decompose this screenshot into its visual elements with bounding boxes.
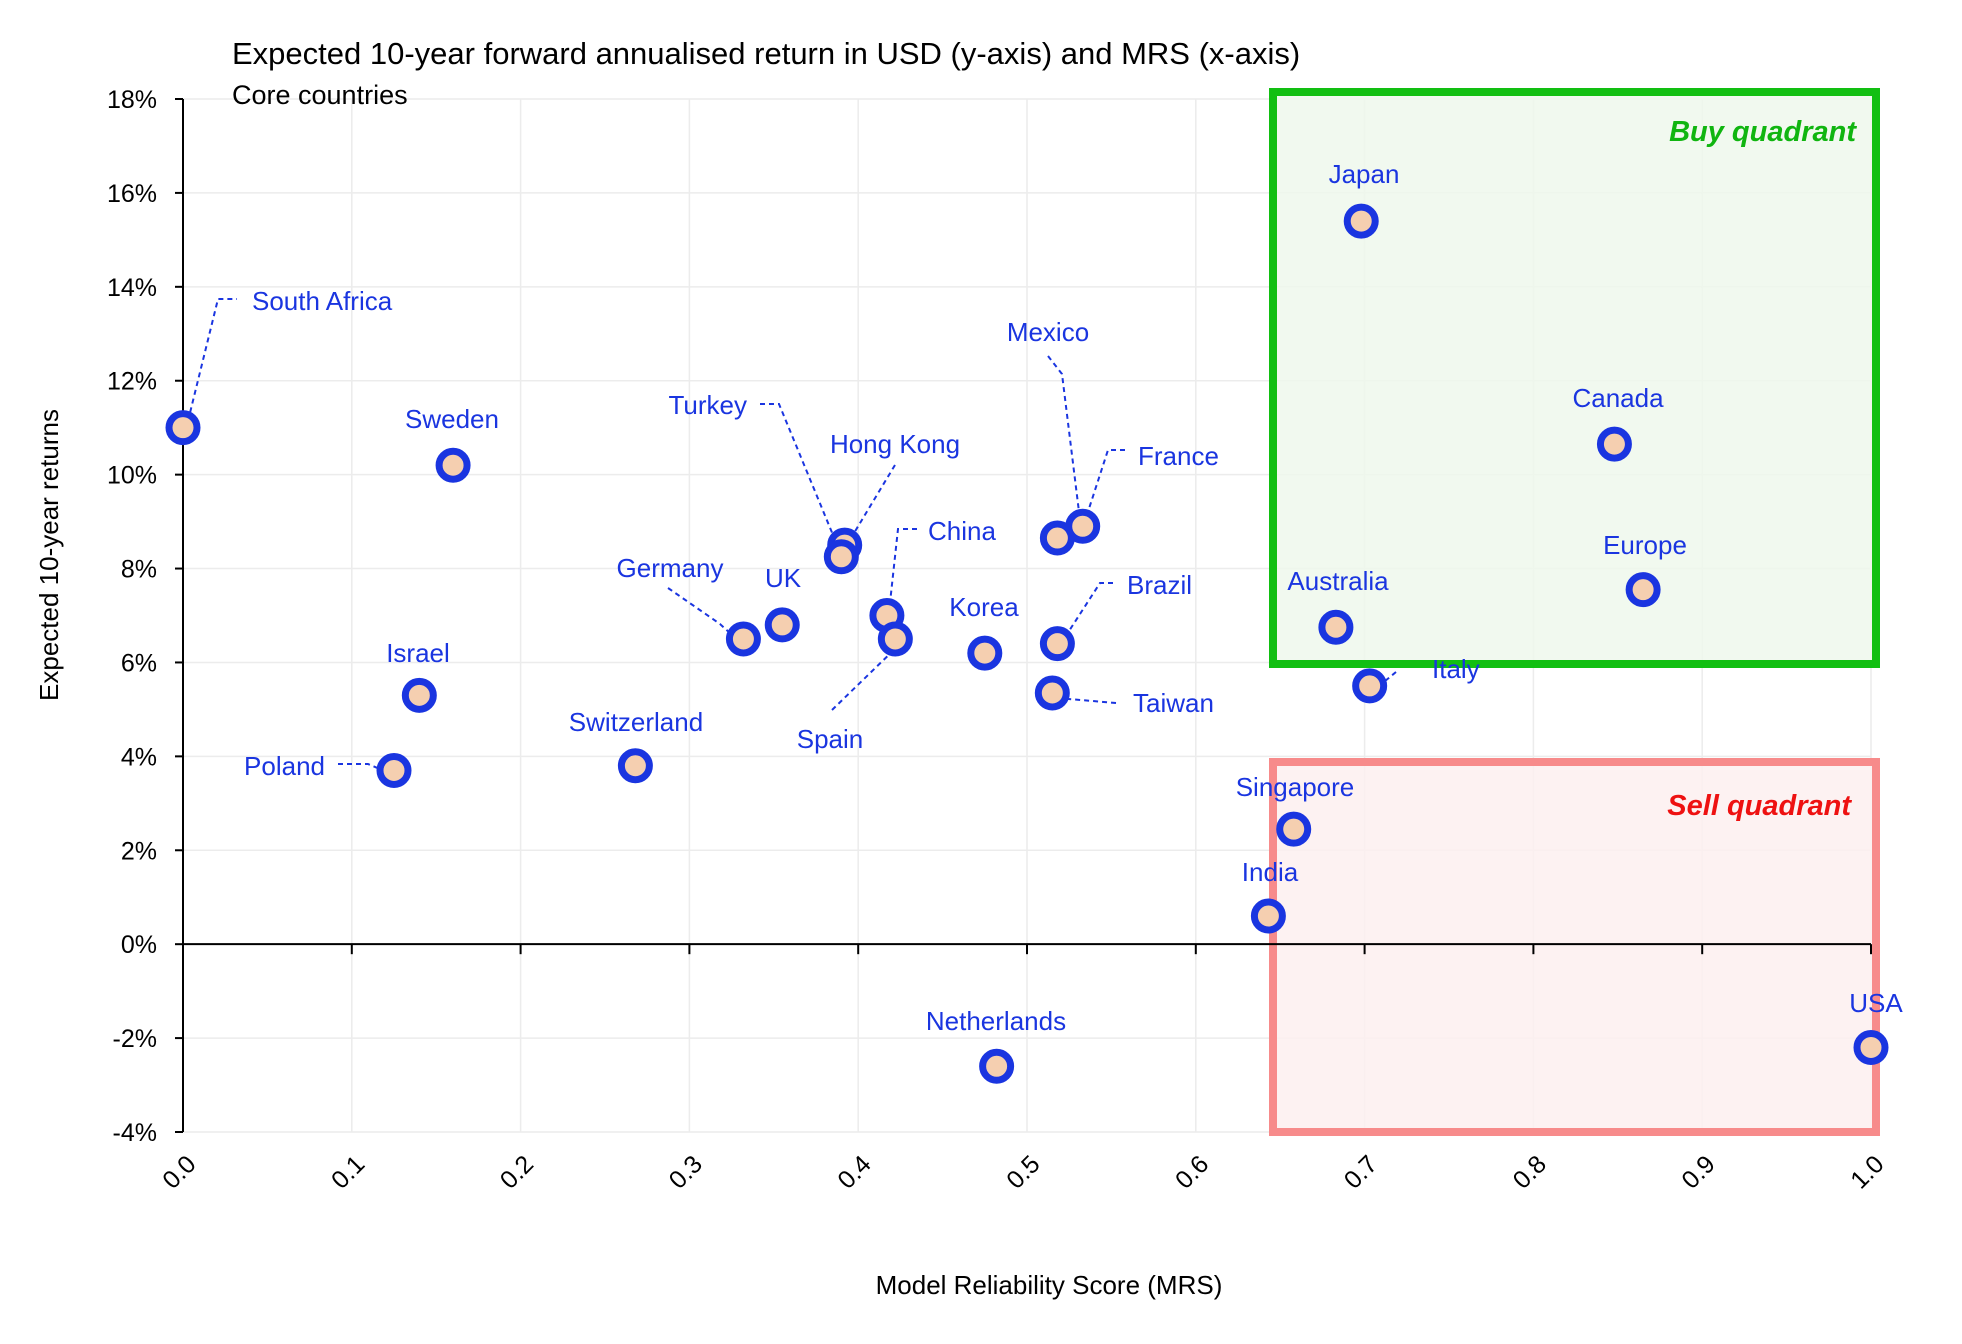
leader-line-hong-kong [844,464,896,549]
point-spain [877,621,913,657]
y-tick-label: 2% [121,837,157,865]
label-singapore: Singapore [1236,772,1355,802]
point-india [1250,898,1286,934]
point-hong-kong [823,539,859,575]
point-brazil [1039,626,1075,662]
label-uk: UK [765,563,802,593]
points [165,203,1889,1084]
point-israel [401,677,437,713]
point-uk [764,607,800,643]
point-japan [1343,203,1379,239]
x-tick-label: 0.4 [832,1150,876,1194]
buy-quadrant-label: Buy quadrant [1669,116,1857,148]
leader-line-mexico [1047,355,1081,521]
x-tick-label: 0.9 [1676,1150,1720,1194]
leader-line-china [888,528,917,613]
point-taiwan [1034,675,1070,711]
label-spain: Spain [797,724,864,754]
point-labels: South Africa Sweden Israel Poland Switzerlan… [244,159,1903,1036]
leader-line-turkey [760,403,834,536]
chart-title: Expected 10-year forward annualised retu… [232,36,1300,71]
leader-line-brazil [1059,582,1113,646]
point-switzerland [617,748,653,784]
label-germany: Germany [617,553,724,583]
label-netherlands: Netherlands [926,1006,1066,1036]
label-turkey: Turkey [669,390,748,420]
axes: -4% -2% 0% 2% 4% 6% 8% 10% 12% 14% 16% 18% 0.0 0.1 0.2… [107,86,1890,1195]
point-netherlands [979,1048,1015,1084]
y-tick-label: -2% [113,1025,157,1053]
point-australia [1318,609,1354,645]
y-tick-label: 16% [107,180,157,208]
x-tick-label: 0.8 [1508,1150,1552,1194]
y-tick-label: 0% [121,931,157,959]
label-usa: USA [1849,988,1903,1018]
y-tick-label: 10% [107,462,157,490]
label-brazil: Brazil [1127,570,1192,600]
buy-quadrant-box [1269,88,1880,668]
y-tick-label: 4% [121,743,157,771]
label-australia: Australia [1287,566,1389,596]
point-france [1065,508,1101,544]
x-axis-label: Model Reliability Score (MRS) [876,1270,1223,1300]
label-india: India [1242,857,1299,887]
point-europe [1625,572,1661,608]
y-tick-label: 14% [107,274,157,302]
label-south-africa: South Africa [252,286,393,316]
sell-quadrant-label: Sell quadrant [1667,790,1852,822]
leader-line-spain [831,643,901,711]
label-sweden: Sweden [405,404,499,434]
point-germany [725,621,761,657]
label-switzerland: Switzerland [569,707,703,737]
leader-line-south-africa [187,298,237,422]
point-poland [376,752,412,788]
label-mexico: Mexico [1007,317,1089,347]
label-israel: Israel [386,638,450,668]
y-tick-label: 12% [107,368,157,396]
label-hong-kong: Hong Kong [830,429,960,459]
point-canada [1596,426,1632,462]
x-tick-label: 0.6 [1170,1150,1214,1194]
point-sweden [435,447,471,483]
x-tick-label: 0.2 [495,1150,539,1194]
label-korea: Korea [949,592,1019,622]
chart-subtitle: Core countries [232,80,408,110]
point-korea [967,635,1003,671]
x-tick-label: 0.0 [157,1150,201,1194]
quadrants: Buy quadrant Sell quadrant [1269,88,1880,1136]
x-tick-label: 0.1 [326,1150,370,1194]
label-canada: Canada [1572,383,1664,413]
label-poland: Poland [244,751,325,781]
point-italy [1352,668,1388,704]
label-japan: Japan [1329,159,1400,189]
x-tick-label: 1.0 [1845,1150,1889,1194]
x-tick-label: 0.3 [664,1150,708,1194]
y-tick-label: 6% [121,649,157,677]
label-china: China [928,516,996,546]
x-tick-label: 0.7 [1339,1150,1383,1194]
label-europe: Europe [1603,530,1687,560]
y-tick-label: -4% [113,1119,157,1147]
y-tick-label: 18% [107,86,157,114]
label-italy: Italy [1432,654,1480,684]
label-taiwan: Taiwan [1133,688,1214,718]
y-tick-label: 8% [121,556,157,584]
point-usa [1853,1029,1889,1065]
x-tick-label: 0.5 [1001,1150,1045,1194]
point-singapore [1276,811,1312,847]
y-axis-label: Expected 10-year returns [34,409,64,701]
label-france: France [1138,441,1219,471]
point-south-africa [165,410,201,446]
leader-lines [187,298,1397,776]
sell-quadrant-box [1269,758,1880,1136]
